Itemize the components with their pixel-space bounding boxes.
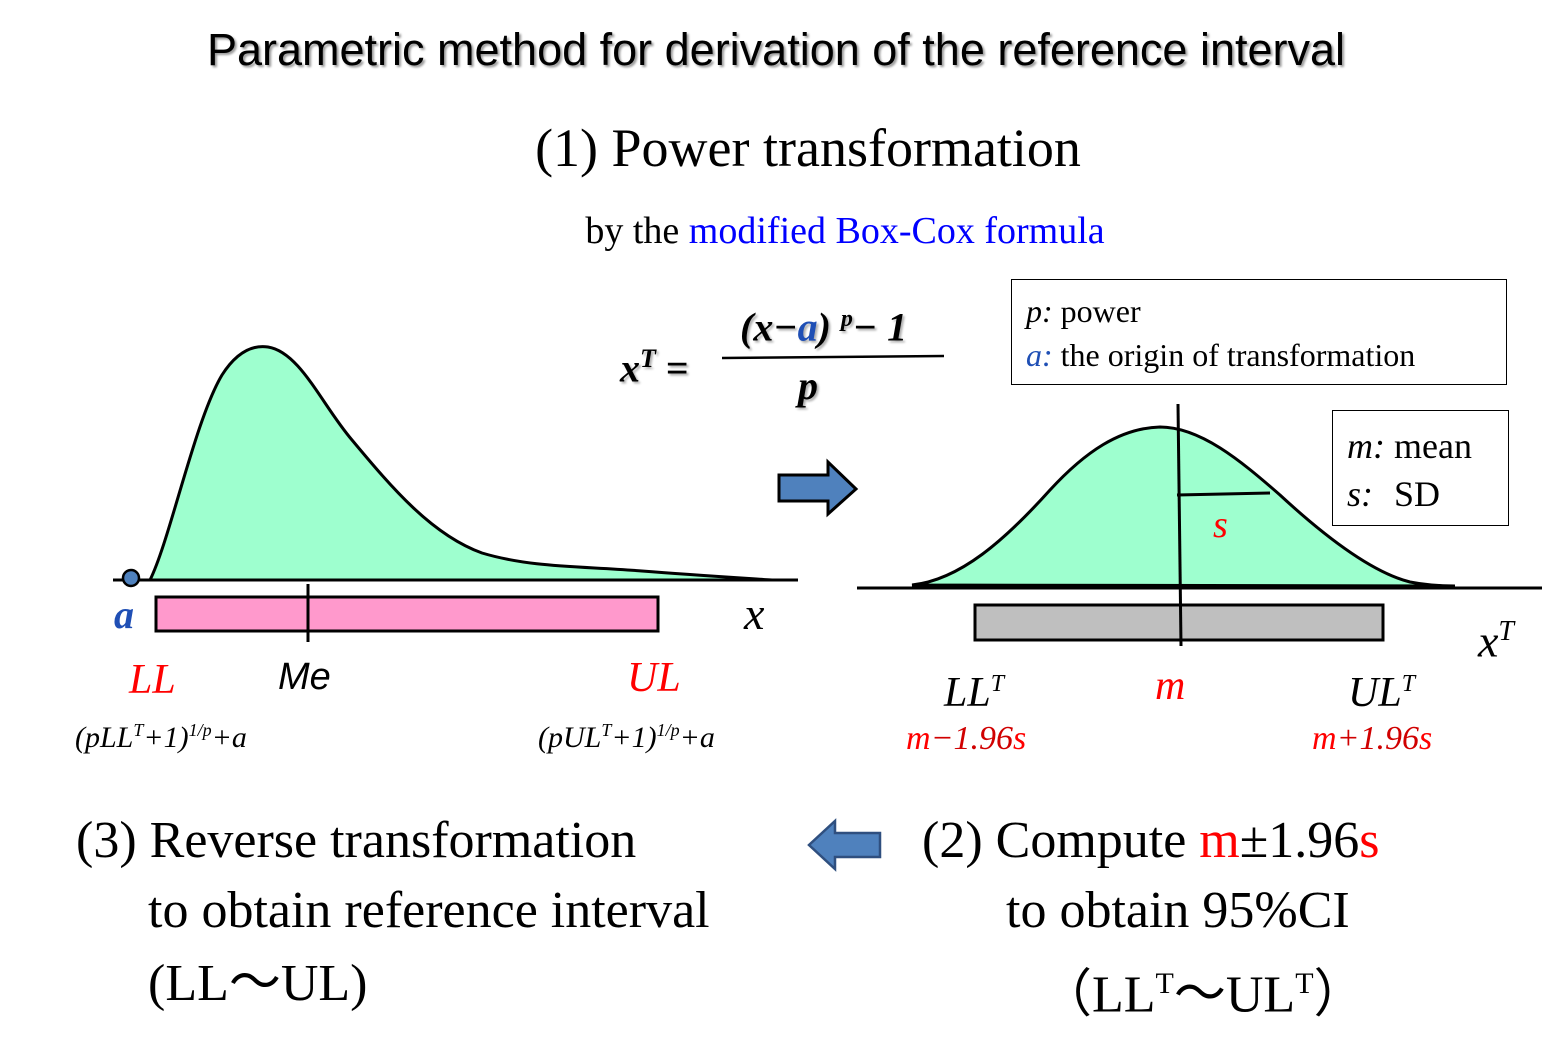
- llt-label-text: LL: [944, 670, 991, 716]
- step2-line1: (2) Compute m±1.96s: [922, 810, 1380, 872]
- step2-prefix: (2) Compute: [922, 812, 1200, 869]
- arrow-right-icon: [777, 458, 859, 518]
- llt-formula-m: m: [906, 720, 931, 757]
- legend-m-row: m: mean: [1347, 425, 1472, 467]
- ul-formula-pre: (pUL: [538, 721, 602, 754]
- ul-label: UL: [627, 655, 681, 701]
- llt-formula: m−1.96s: [906, 719, 1026, 759]
- formula-lhs-sup: T: [640, 344, 656, 373]
- llt-formula-s: s: [1013, 720, 1027, 757]
- step2-line2: to obtain 95%CI: [1006, 882, 1350, 939]
- legend-a-value: the origin of transformation: [1060, 337, 1416, 373]
- legend-origin-row: a: the origin of transformation: [1026, 336, 1415, 374]
- sd-line: [1176, 491, 1271, 497]
- normal-distribution-curve: [911, 425, 1456, 588]
- ult-formula-s: s: [1419, 720, 1433, 757]
- step1-subtitle: by the modified Box-Cox formula: [0, 207, 1552, 255]
- step3-line3: (LL〜UL): [148, 955, 368, 1012]
- mean-line: [1176, 403, 1183, 647]
- ult-label-sup: T: [1401, 671, 1416, 697]
- formula-num-minus: −: [773, 304, 798, 350]
- formula-num-close: ): [817, 304, 831, 350]
- step3-line2: to obtain reference interval: [148, 882, 710, 939]
- ll-label: LL: [129, 657, 176, 703]
- step2-line3: （LLT〜ULT）: [1040, 953, 1366, 1026]
- formula-num-open: (x: [740, 304, 774, 350]
- formula-lhs: xT =: [620, 335, 689, 392]
- formula-numerator: (x−a) p− 1: [740, 295, 907, 351]
- mean-m-label: m: [1155, 663, 1186, 709]
- llt-label: LLT: [944, 660, 1004, 717]
- step2-l3-sup1: T: [1155, 967, 1174, 1000]
- ult-formula-mid: +1.96: [1336, 720, 1420, 757]
- formula-equals: =: [665, 345, 689, 391]
- ult-formula: m+1.96s: [1312, 719, 1432, 759]
- legend-s-value: SD: [1394, 474, 1441, 514]
- sd-s-label: s: [1213, 504, 1228, 546]
- formula-fraction-bar: [721, 354, 945, 360]
- formula-num-p: p: [840, 306, 853, 332]
- step1-subtitle-highlight: modified Box-Cox formula: [688, 210, 1105, 252]
- ll-formula-sup2: 1/p: [188, 720, 212, 740]
- origin-point-icon: [121, 568, 141, 588]
- step2-l3-close: ）: [1313, 966, 1366, 1024]
- formula-num-tail: − 1: [852, 304, 908, 350]
- ll-formula-mid: +1): [143, 721, 189, 754]
- legend-m-key: m:: [1347, 426, 1385, 466]
- legend-power-row: p: power: [1026, 292, 1141, 330]
- page-title: Parametric method for derivation of the …: [206, 24, 1346, 75]
- legend-s-key: s:: [1347, 474, 1373, 514]
- step2-l3-open: （LL: [1040, 966, 1156, 1024]
- legend-p-key: p:: [1026, 293, 1053, 329]
- legend-s-row: s: SD: [1347, 473, 1440, 515]
- formula-lhs-x: x: [620, 345, 640, 391]
- step1-heading: (1) Power transformation: [535, 118, 1081, 178]
- skewed-distribution-curve: [147, 345, 773, 582]
- step1-subtitle-prefix: by the: [585, 210, 680, 252]
- legend-power-box: p: power a: the origin of transformation: [1011, 279, 1507, 385]
- step2-pm: ±1.96: [1239, 812, 1360, 869]
- step2-l3-sup2: T: [1295, 967, 1314, 1000]
- origin-a-label: a: [114, 592, 134, 637]
- legend-a-key: a:: [1026, 337, 1053, 373]
- step2-s: s: [1359, 812, 1380, 869]
- ult-formula-m: m: [1312, 720, 1337, 757]
- ul-back-transform-formula: (pULT+1)1/p+a: [538, 712, 715, 756]
- left-x-axis-label: x: [744, 588, 765, 639]
- formula-num-a: a: [797, 304, 818, 350]
- ll-back-transform-formula: (pLLT+1)1/p+a: [75, 712, 247, 756]
- llt-label-sup: T: [990, 671, 1005, 697]
- reference-interval-bar: [154, 595, 660, 633]
- legend-m-value: mean: [1394, 426, 1472, 466]
- me-label: Me: [278, 656, 331, 698]
- step2-m: m: [1199, 812, 1240, 869]
- legend-p-value: power: [1060, 293, 1141, 329]
- step3-line1: (3) Reverse transformation: [76, 812, 637, 869]
- step2-l3-mid: 〜UL: [1173, 966, 1296, 1024]
- llt-formula-mid: −1.96: [930, 720, 1014, 757]
- right-x-axis-x: x: [1478, 615, 1499, 667]
- ul-formula-post: +a: [679, 721, 715, 754]
- ll-formula-pre: (pLL: [75, 721, 134, 754]
- right-x-axis-label: xT: [1478, 606, 1514, 667]
- ll-formula-post: +a: [211, 721, 247, 754]
- formula-denominator: p: [798, 363, 818, 408]
- ul-formula-sup1: T: [601, 720, 612, 740]
- ll-formula-sup1: T: [133, 720, 144, 740]
- arrow-left-icon: [807, 818, 882, 872]
- ult-label: ULT: [1348, 660, 1415, 717]
- legend-stats-box: m: mean s: SD: [1332, 410, 1509, 526]
- ul-formula-mid: +1): [611, 721, 657, 754]
- ult-label-text: UL: [1348, 670, 1402, 716]
- confidence-interval-bar: [973, 603, 1385, 642]
- right-x-axis-sup: T: [1498, 616, 1514, 647]
- ul-formula-sup2: 1/p: [656, 720, 680, 740]
